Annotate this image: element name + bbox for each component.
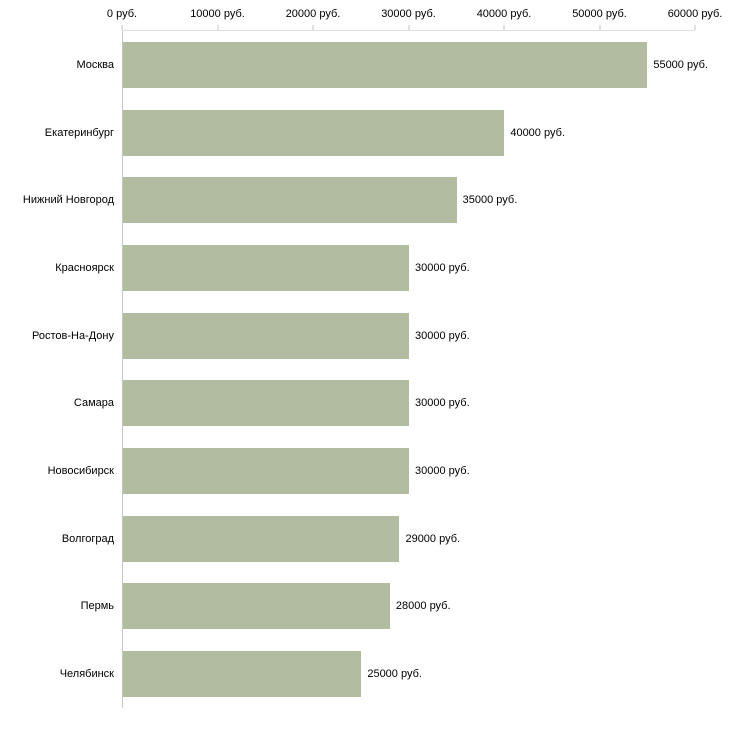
bar-area: 35000 руб. [123,166,695,234]
x-tick-mark [503,25,505,30]
value-label: 29000 руб. [405,532,461,545]
bar [123,312,409,359]
bar [123,651,362,698]
value-label: 35000 руб. [462,194,518,207]
chart-row: Челябинск 25000 руб. [60,640,695,708]
x-tick-mark [694,25,696,30]
value-label: 30000 руб. [415,261,470,274]
value-label: 25000 руб. [367,668,422,681]
bar-area: 25000 руб. [123,640,695,708]
chart-row: Самара 30000 руб. [74,370,695,438]
category-label: Челябинск [59,668,114,681]
x-tick-label: 40000 руб. [476,8,532,20]
category-label: Новосибирск [47,465,114,478]
chart-row: Красноярск 30000 руб. [55,234,695,302]
x-axis-labels: 0 руб. 10000 руб. 20000 руб. 30000 руб. 4000… [107,8,722,22]
x-tick-mark [121,25,123,30]
bar [123,177,457,224]
x-tick-label: 50000 руб. [572,8,627,20]
category-label: Нижний Новгород [22,194,114,207]
x-tick-mark [217,25,218,30]
bar [123,583,390,630]
bar-area: 40000 руб. [123,99,695,167]
x-tick-mark [408,25,409,30]
bar [123,109,505,156]
x-tick-mark [312,25,314,30]
chart-row: Пермь 28000 руб. [81,573,695,641]
category-label: Пермь [80,600,114,613]
x-tick-label: 20000 руб. [285,8,341,20]
value-label: 28000 руб. [395,600,451,613]
plot-area: Москва 55000 руб. Екатеринбург 40000 руб. Ни… [23,30,708,708]
value-label: 30000 руб. [415,465,470,478]
bar [123,448,409,495]
category-label: Москва [76,58,114,71]
bar-area: 30000 руб. [123,437,695,505]
value-label: 40000 руб. [510,126,565,139]
chart-row: Нижний Новгород 35000 руб. [23,166,695,234]
bar [123,41,648,88]
category-label: Самара [73,397,114,410]
bar [123,380,409,427]
chart-row: Волгоград 29000 руб. [62,505,695,573]
bar-area: 30000 руб. [123,370,695,438]
chart-row: Новосибирск 30000 руб. [48,437,695,505]
x-axis-ticks [121,25,696,30]
x-tick-mark [599,25,600,30]
value-label: 30000 руб. [415,329,470,342]
bar-area: 55000 руб. [123,31,708,99]
bar-area: 30000 руб. [123,302,695,370]
value-label: 55000 руб. [653,58,708,71]
x-tick-label: 30000 руб. [381,8,436,20]
bar-area: 28000 руб. [123,573,695,641]
bar-area: 30000 руб. [123,234,695,302]
category-label: Волгоград [61,532,114,545]
bar [123,244,409,291]
bar [123,515,400,562]
chart-row: Екатеринбург 40000 руб. [45,99,695,167]
category-label: Красноярск [55,261,114,274]
chart-row: Ростов-На-Дону 30000 руб. [32,302,695,370]
category-label: Ростов-На-Дону [31,329,114,342]
x-tick-label: 10000 руб. [190,8,245,20]
x-tick-label: 60000 руб. [667,8,723,20]
value-label: 30000 руб. [415,397,470,410]
x-tick-label: 0 руб. [106,8,138,20]
bar-area: 29000 руб. [123,505,695,573]
chart-row: Москва 55000 руб. [76,31,708,99]
category-label: Екатеринбург [44,126,114,139]
